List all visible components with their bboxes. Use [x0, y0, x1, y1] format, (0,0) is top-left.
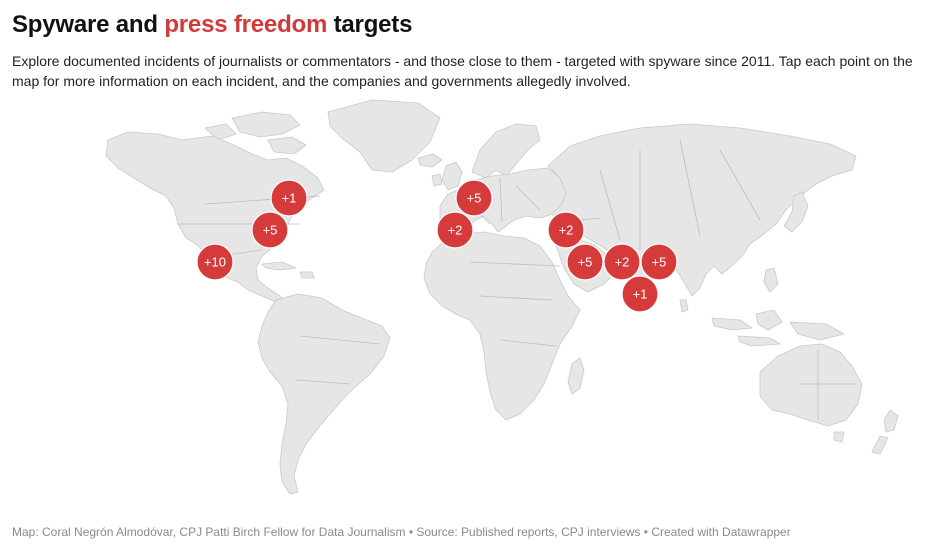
land-south-america	[257, 293, 391, 495]
land-japan	[783, 191, 809, 233]
land-greenland	[327, 99, 441, 173]
marker-label: +1	[633, 287, 648, 302]
marker-label: +5	[652, 255, 667, 270]
land-indonesia	[711, 309, 845, 347]
marker-saudi-arabia[interactable]: +5	[566, 243, 604, 281]
chart-description: Explore documented incidents of journali…	[12, 53, 913, 89]
marker-canada-northeast[interactable]: +1	[270, 179, 308, 217]
chart-footer: Map: Coral Negrón Almodóvar, CPJ Patti B…	[12, 525, 791, 539]
land-caribbean	[261, 261, 315, 279]
land-north-america	[105, 131, 325, 305]
marker-morocco-spain[interactable]: +2	[436, 211, 474, 249]
marker-label: +2	[559, 223, 574, 238]
marker-label: +1	[282, 191, 297, 206]
land-scandinavia	[471, 123, 541, 179]
land-tasmania	[833, 431, 845, 443]
land-british-isles	[431, 161, 463, 191]
marker-label: +10	[204, 255, 226, 270]
chart-title: Spyware and press freedom targets	[12, 10, 412, 40]
marker-label: +5	[467, 191, 482, 206]
marker-label: +5	[578, 255, 593, 270]
land-sri-lanka	[679, 299, 689, 313]
marker-eastern-us[interactable]: +5	[251, 211, 289, 249]
marker-india[interactable]: +5	[640, 243, 678, 281]
marker-western-europe[interactable]: +5	[455, 179, 493, 217]
land-madagascar	[567, 357, 585, 395]
title-part2: targets	[327, 11, 413, 38]
land-arctic-islands	[204, 111, 307, 155]
world-map: +1 +5 +10 +5 +2 +2 +5 +2 +5 +1	[0, 95, 936, 515]
land-philippines	[763, 267, 779, 293]
land-australia	[759, 343, 863, 427]
marker-uae-gulf[interactable]: +2	[603, 243, 641, 281]
title-part1: Spyware and	[12, 11, 165, 38]
marker-mexico[interactable]: +10	[196, 243, 234, 281]
marker-label: +5	[263, 223, 278, 238]
title-highlight: press freedom	[164, 11, 328, 38]
land-iceland	[417, 153, 443, 168]
marker-south-india[interactable]: +1	[621, 275, 659, 313]
world-map-svg: +1 +5 +10 +5 +2 +2 +5 +2 +5 +1	[105, 99, 899, 495]
marker-middle-east[interactable]: +2	[547, 211, 585, 249]
marker-label: +2	[448, 223, 463, 238]
land-africa	[423, 231, 581, 421]
land-new-zealand	[871, 409, 899, 455]
marker-label: +2	[615, 255, 630, 270]
